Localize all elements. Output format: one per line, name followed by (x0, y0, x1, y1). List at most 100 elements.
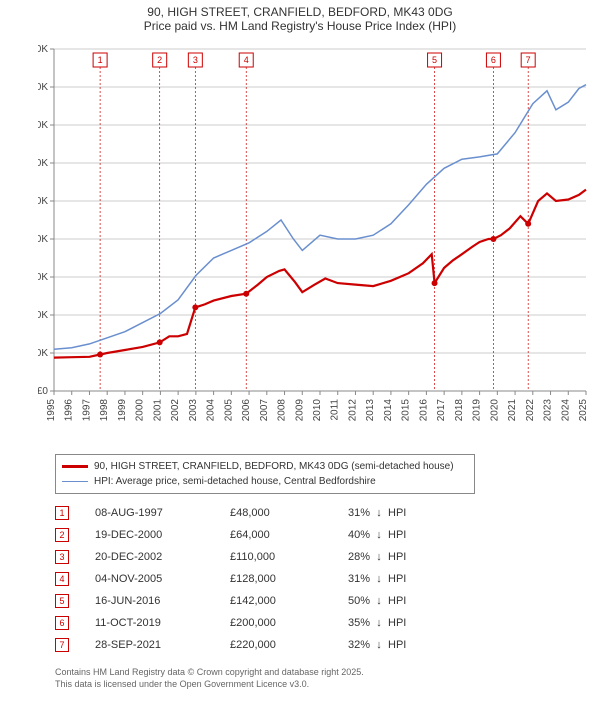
svg-text:2003: 2003 (188, 399, 199, 422)
svg-text:£100K: £100K (38, 310, 48, 321)
svg-text:1995: 1995 (46, 399, 57, 422)
svg-text:2010: 2010 (312, 399, 323, 422)
transaction-date: 08-AUG-1997 (95, 507, 230, 519)
transaction-pct: 31% (335, 507, 370, 519)
transactions-table: 108-AUG-1997£48,00031%↓HPI219-DEC-2000£6… (55, 502, 590, 656)
svg-text:2018: 2018 (454, 399, 465, 422)
svg-text:2006: 2006 (241, 399, 252, 422)
svg-text:5: 5 (432, 55, 437, 65)
svg-text:2002: 2002 (170, 399, 181, 422)
transaction-row: 219-DEC-2000£64,00040%↓HPI (55, 524, 590, 546)
svg-text:2011: 2011 (330, 399, 341, 421)
transaction-hpi-tag: HPI (388, 617, 406, 629)
legend-swatch-blue (62, 481, 88, 483)
transaction-price: £142,000 (230, 595, 335, 607)
title-block: 90, HIGH STREET, CRANFIELD, BEDFORD, MK4… (10, 5, 590, 33)
transaction-price: £48,000 (230, 507, 335, 519)
transaction-marker: 6 (55, 616, 69, 630)
transaction-price: £64,000 (230, 529, 335, 541)
transaction-pct: 35% (335, 617, 370, 629)
svg-text:£150K: £150K (38, 272, 48, 283)
svg-text:£350K: £350K (38, 120, 48, 131)
page-root: 90, HIGH STREET, CRANFIELD, BEDFORD, MK4… (0, 0, 600, 695)
transaction-pct: 50% (335, 595, 370, 607)
footer-line-1: Contains HM Land Registry data © Crown c… (55, 666, 590, 678)
transaction-price: £200,000 (230, 617, 335, 629)
svg-text:2015: 2015 (401, 399, 412, 422)
down-arrow-icon: ↓ (370, 573, 388, 585)
chart-svg: £0 £50K £100K £150K £200K £250K £300K £350K £400… (38, 41, 590, 446)
svg-text:2023: 2023 (543, 399, 554, 422)
transaction-row: 1 08-AUG-1997£48,00031%↓HPI (55, 502, 590, 524)
svg-text:1997: 1997 (81, 399, 92, 422)
transaction-row: 516-JUN-2016£142,00050%↓HPI (55, 590, 590, 612)
transaction-pct: 28% (335, 551, 370, 563)
transaction-price: £128,000 (230, 573, 335, 585)
transaction-price: £220,000 (230, 639, 335, 651)
transaction-date: 28-SEP-2021 (95, 639, 230, 651)
svg-text:3: 3 (193, 55, 198, 65)
svg-text:£450K: £450K (38, 44, 48, 55)
down-arrow-icon: ↓ (370, 617, 388, 629)
svg-text:2020: 2020 (489, 399, 500, 422)
legend-swatch-red (62, 465, 88, 468)
svg-text:2007: 2007 (259, 399, 270, 422)
svg-text:7: 7 (526, 55, 531, 65)
svg-text:2009: 2009 (294, 399, 305, 422)
legend-box: 90, HIGH STREET, CRANFIELD, BEDFORD, MK4… (55, 454, 475, 494)
svg-text:2012: 2012 (347, 399, 358, 422)
svg-text:2001: 2001 (152, 399, 163, 422)
svg-text:2022: 2022 (525, 399, 536, 422)
svg-text:2014: 2014 (383, 399, 394, 422)
transaction-row: 6 11-OCT-2019£200,00035%↓HPI (55, 612, 590, 634)
svg-text:2021: 2021 (507, 399, 518, 422)
transaction-marker: 5 (55, 594, 69, 608)
transaction-pct: 40% (335, 529, 370, 541)
transaction-marker: 7 (55, 638, 69, 652)
chart-area: £0 £50K £100K £150K £200K £250K £300K £350K £400… (38, 41, 590, 446)
title-line-2: Price paid vs. HM Land Registry's House … (10, 19, 590, 33)
transaction-hpi-tag: HPI (388, 507, 406, 519)
svg-text:2017: 2017 (436, 399, 447, 422)
svg-text:2004: 2004 (206, 399, 217, 422)
transaction-date: 11-OCT-2019 (95, 617, 230, 629)
transaction-marker: 1 (55, 506, 69, 520)
transaction-row: 320-DEC-2002£110,00028%↓HPI (55, 546, 590, 568)
down-arrow-icon: ↓ (370, 507, 388, 519)
transaction-hpi-tag: HPI (388, 529, 406, 541)
svg-text:2013: 2013 (365, 399, 376, 422)
down-arrow-icon: ↓ (370, 639, 388, 651)
transaction-hpi-tag: HPI (388, 595, 406, 607)
svg-text:4: 4 (244, 55, 249, 65)
legend-label-red: 90, HIGH STREET, CRANFIELD, BEDFORD, MK4… (94, 459, 454, 474)
svg-text:£250K: £250K (38, 196, 48, 207)
transaction-date: 04-NOV-2005 (95, 573, 230, 585)
svg-text:2024: 2024 (560, 399, 571, 422)
svg-text:£200K: £200K (38, 234, 48, 245)
transaction-hpi-tag: HPI (388, 639, 406, 651)
svg-text:6: 6 (491, 55, 496, 65)
transaction-row: 404-NOV-2005£128,00031%↓HPI (55, 568, 590, 590)
footer: Contains HM Land Registry data © Crown c… (55, 666, 590, 690)
svg-text:2016: 2016 (418, 399, 429, 422)
legend-row-1: 90, HIGH STREET, CRANFIELD, BEDFORD, MK4… (62, 459, 468, 474)
svg-text:2000: 2000 (135, 399, 146, 422)
svg-text:£50K: £50K (38, 348, 48, 359)
transaction-marker: 3 (55, 550, 69, 564)
transaction-pct: 32% (335, 639, 370, 651)
svg-text:2005: 2005 (223, 399, 234, 422)
svg-text:£300K: £300K (38, 158, 48, 169)
title-line-1: 90, HIGH STREET, CRANFIELD, BEDFORD, MK4… (10, 5, 590, 19)
svg-text:£0: £0 (38, 386, 48, 397)
svg-text:1996: 1996 (64, 399, 75, 422)
transaction-pct: 31% (335, 573, 370, 585)
transaction-date: 19-DEC-2000 (95, 529, 230, 541)
down-arrow-icon: ↓ (370, 551, 388, 563)
transaction-hpi-tag: HPI (388, 551, 406, 563)
svg-text:2019: 2019 (472, 399, 483, 422)
svg-text:£400K: £400K (38, 82, 48, 93)
svg-text:1: 1 (98, 55, 103, 65)
transaction-date: 20-DEC-2002 (95, 551, 230, 563)
transaction-row: 7 28-SEP-2021£220,00032%↓HPI (55, 634, 590, 656)
svg-text:1999: 1999 (117, 399, 128, 422)
